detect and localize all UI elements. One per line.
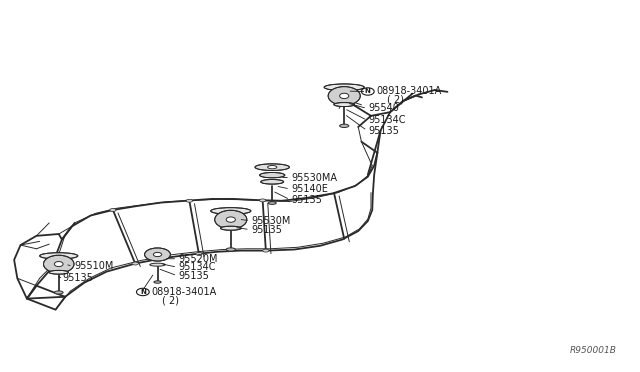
Ellipse shape [260,179,284,184]
Text: 95530M: 95530M [251,216,291,226]
Text: R950001B: R950001B [570,346,616,355]
Ellipse shape [40,253,78,259]
Text: 95134C: 95134C [369,115,406,125]
Ellipse shape [226,217,236,222]
Text: ( 2): ( 2) [387,94,404,105]
Ellipse shape [334,103,355,106]
Ellipse shape [49,270,68,274]
Ellipse shape [186,199,193,202]
Ellipse shape [259,199,266,202]
Ellipse shape [220,226,241,230]
Ellipse shape [268,202,276,204]
Ellipse shape [268,166,276,169]
Text: 95135: 95135 [291,195,322,205]
Text: 95140E: 95140E [291,184,328,194]
Text: ( 2): ( 2) [162,295,179,305]
Text: 95540: 95540 [369,103,399,113]
Ellipse shape [54,291,63,294]
Text: 08918-3401A: 08918-3401A [376,86,442,96]
Ellipse shape [226,248,236,251]
Text: 95135: 95135 [62,273,93,283]
Ellipse shape [340,124,349,128]
Text: 95520M: 95520M [179,254,218,264]
Text: 95530MA: 95530MA [291,173,337,183]
Ellipse shape [262,249,269,252]
Ellipse shape [260,173,285,178]
Ellipse shape [145,248,170,261]
Ellipse shape [255,164,289,170]
Ellipse shape [328,87,360,105]
Ellipse shape [211,208,251,214]
Ellipse shape [109,209,116,211]
Ellipse shape [340,93,349,99]
Text: 95510M: 95510M [74,261,113,271]
Ellipse shape [215,210,247,229]
Ellipse shape [44,255,74,273]
Text: 95135: 95135 [369,126,399,136]
Ellipse shape [154,281,161,283]
Text: 08918-3401A: 08918-3401A [151,287,216,297]
Text: N: N [365,89,371,94]
Text: 95135: 95135 [179,271,209,281]
Text: 95135: 95135 [251,225,282,235]
Ellipse shape [132,262,138,265]
Ellipse shape [324,84,364,91]
Ellipse shape [154,253,162,257]
Text: N: N [140,289,146,295]
Ellipse shape [150,263,165,266]
Text: 95134C: 95134C [179,262,216,272]
Ellipse shape [196,253,202,256]
Ellipse shape [54,262,63,267]
